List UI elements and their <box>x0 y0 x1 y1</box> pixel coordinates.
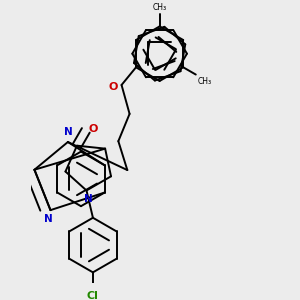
Text: CH₃: CH₃ <box>153 3 167 12</box>
Text: CH₃: CH₃ <box>197 77 212 86</box>
Text: O: O <box>88 124 98 134</box>
Text: N: N <box>44 214 53 224</box>
Text: N: N <box>64 127 72 137</box>
Text: N: N <box>84 194 92 204</box>
Text: O: O <box>108 82 118 92</box>
Text: Cl: Cl <box>87 291 99 300</box>
